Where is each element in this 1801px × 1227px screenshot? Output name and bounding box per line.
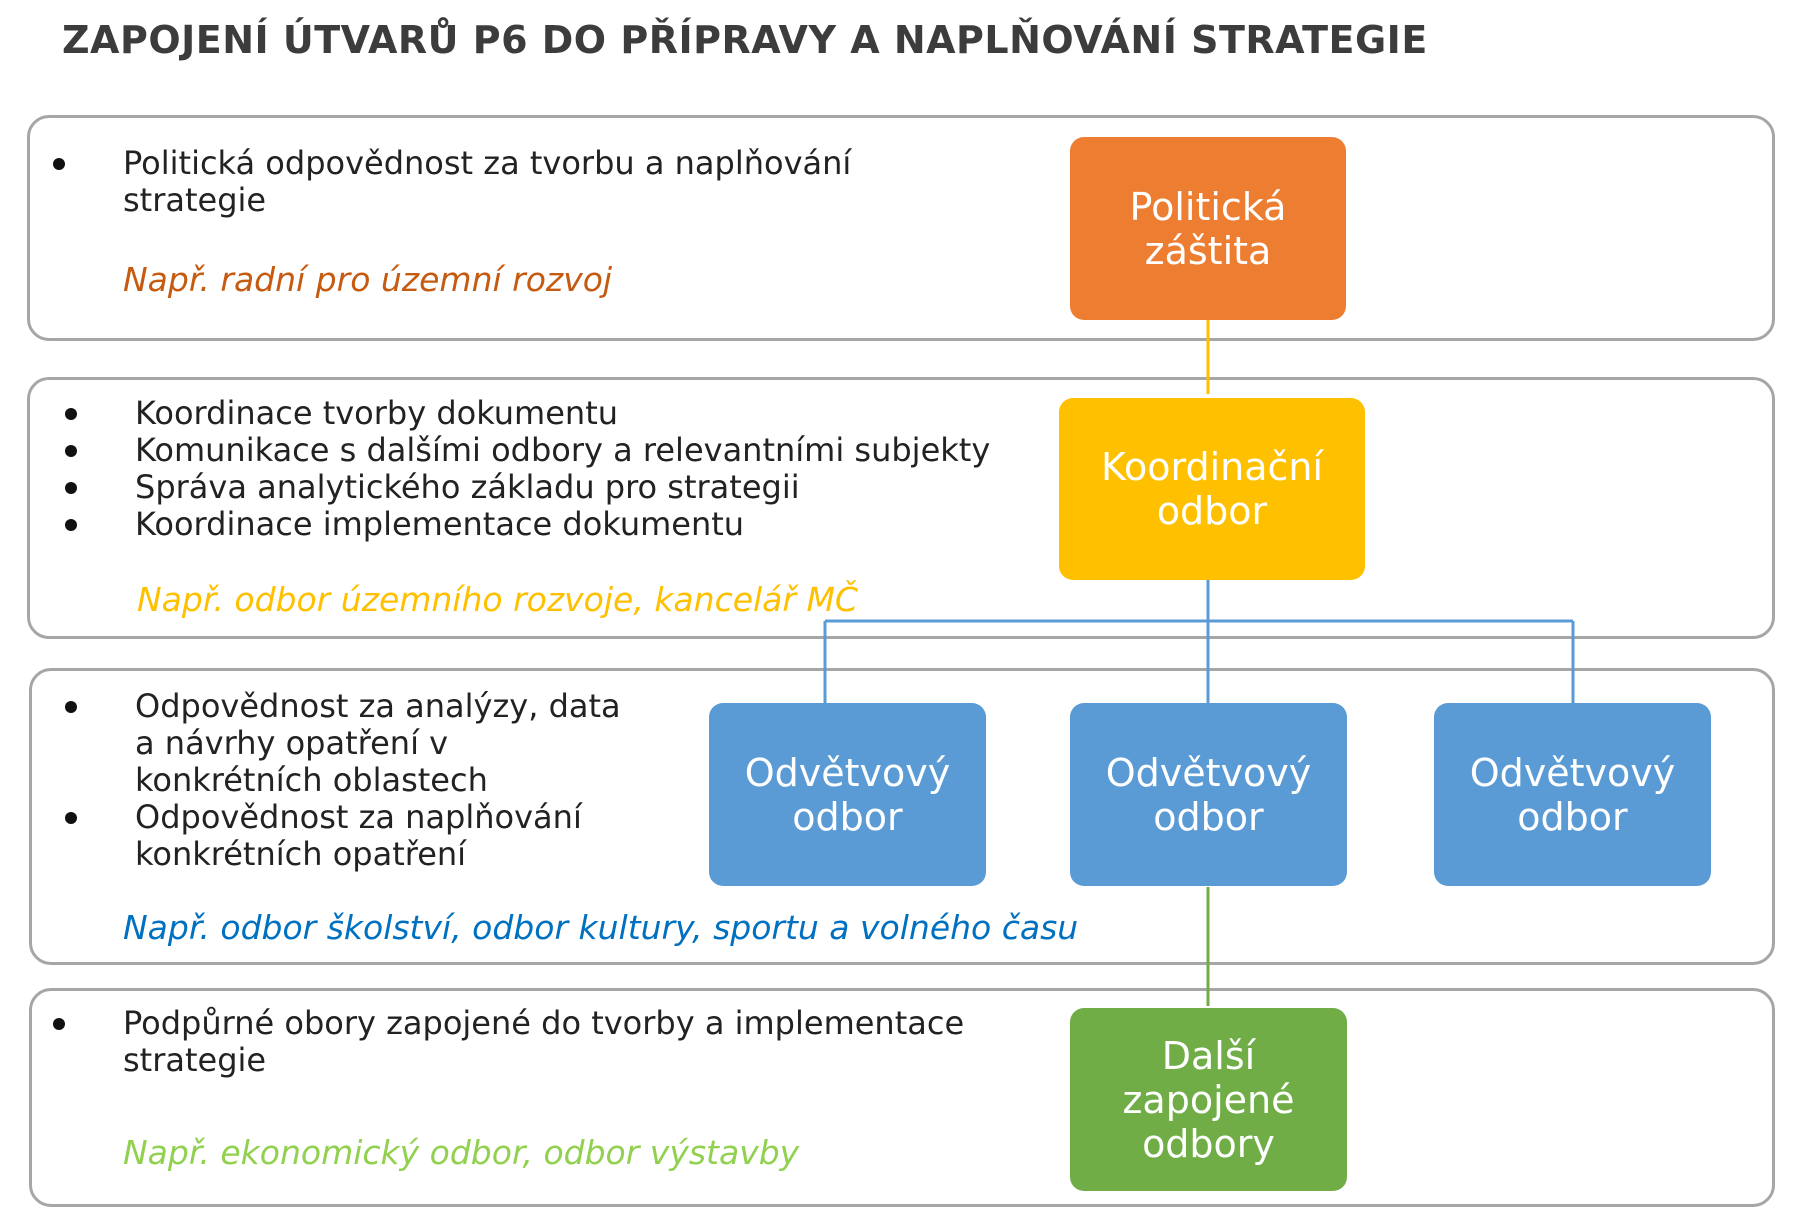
bullet-item: Odpovědnost za analýzy, data a návrhy op… (65, 688, 635, 799)
example-political: Např. radní pro územní rozvoj (123, 260, 613, 299)
panel-coordination (27, 377, 1775, 639)
box-sector-1: Odvětvový odbor (709, 703, 986, 886)
bullet-item: Politická odpovědnost za tvorbu a naplňo… (53, 145, 923, 219)
bullet-item: Koordinace tvorby dokumentu (65, 395, 1015, 432)
page-title: ZAPOJENÍ ÚTVARŮ P6 DO PŘÍPRAVY A NAPLŇOV… (62, 18, 1428, 62)
example-sector: Např. odbor školství, odbor kultury, spo… (123, 908, 1079, 947)
bullet-item: Podpůrné obory zapojené do tvorby a impl… (53, 1005, 1003, 1079)
bullet-item: Koordinace implementace dokumentu (65, 506, 1015, 543)
bullets-political: Politická odpovědnost za tvorbu a naplňo… (53, 145, 923, 219)
bullet-item: Komunikace s dalšími odbory a relevantní… (65, 432, 1015, 469)
bullets-other: Podpůrné obory zapojené do tvorby a impl… (53, 1005, 1003, 1079)
panel-other (29, 988, 1775, 1207)
box-other: Další zapojené odbory (1070, 1008, 1347, 1191)
bullets-sector: Odpovědnost za analýzy, data a návrhy op… (65, 688, 635, 873)
bullet-item: Správa analytického základu pro strategi… (65, 469, 1015, 506)
box-sector-3: Odvětvový odbor (1434, 703, 1711, 886)
panel-political (27, 115, 1775, 341)
bullet-item: Odpovědnost za naplňování konkrétních op… (65, 799, 635, 873)
example-coordination: Např. odbor územního rozvoje, kancelář M… (137, 580, 858, 619)
box-sector-2: Odvětvový odbor (1070, 703, 1347, 886)
box-political: Politická záštita (1070, 137, 1346, 320)
box-coordination: Koordinační odbor (1059, 398, 1365, 580)
example-other: Např. ekonomický odbor, odbor výstavby (123, 1133, 800, 1172)
bullets-coordination: Koordinace tvorby dokumentu Komunikace s… (65, 395, 1015, 543)
